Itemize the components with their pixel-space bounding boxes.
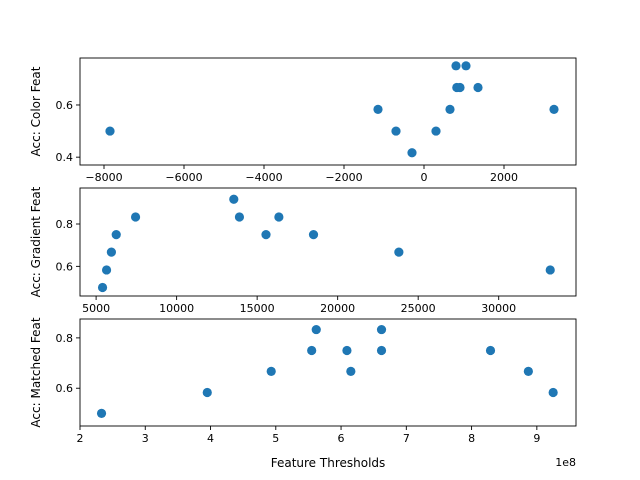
x-tick-label: 30000	[481, 302, 516, 315]
y-tick-label: 0.6	[56, 99, 74, 112]
x-tick-label: 20000	[320, 302, 355, 315]
data-point	[473, 82, 483, 93]
data-point	[311, 324, 321, 335]
scatter-points-color	[105, 61, 559, 158]
data-point	[391, 126, 401, 136]
data-point	[376, 324, 387, 335]
x-tick-label: 15000	[240, 302, 275, 315]
x-ticks-matched: 2 3 4 5 6 7 8 9	[77, 426, 540, 445]
subplot-gradient-feat: 5000 10000 15000 20000 25000 30000 0.6 0.8 Acc…	[29, 186, 577, 315]
x-tick-label: 25000	[401, 302, 436, 315]
x-tick-label: 4	[207, 432, 214, 445]
data-point	[485, 345, 496, 356]
data-point	[96, 408, 107, 419]
data-point	[451, 61, 461, 71]
x-tick-label: 5000	[82, 302, 110, 315]
data-point	[407, 148, 417, 158]
x-tick-label: 9	[533, 432, 540, 445]
y-axis-label-matched: Acc: Matched Feat	[29, 317, 43, 427]
x-tick-label: 2000	[490, 171, 518, 184]
x-tick-label: 10000	[159, 302, 194, 315]
data-point	[105, 126, 115, 136]
y-axis-label-gradient: Acc: Gradient Feat	[29, 186, 43, 297]
y-tick-label: 0.8	[56, 218, 74, 231]
data-point	[261, 229, 271, 240]
x-tick-label: 0	[421, 171, 428, 184]
data-point	[549, 104, 559, 115]
y-ticks-gradient: 0.6 0.8	[56, 218, 80, 273]
y-ticks-color: 0.4 0.6	[56, 99, 80, 164]
data-point	[545, 265, 555, 275]
data-point	[234, 212, 245, 222]
scatter-points-matched	[96, 324, 558, 419]
data-point	[308, 229, 319, 240]
data-point	[266, 366, 276, 376]
x-axis-offset-label: 1e8	[555, 456, 576, 469]
data-point	[274, 212, 284, 222]
x-tick-label: 8	[468, 432, 475, 445]
data-point	[229, 194, 239, 204]
y-tick-label: 0.6	[56, 382, 74, 395]
x-ticks-gradient: 5000 10000 15000 20000 25000 30000	[82, 296, 516, 315]
data-point	[445, 104, 455, 115]
data-point	[373, 104, 383, 115]
x-ticks-color: −8000 −6000 −4000 −2000 0 2000	[85, 165, 518, 184]
data-point	[130, 212, 141, 222]
y-tick-label: 0.4	[56, 151, 74, 164]
y-tick-label: 0.6	[56, 260, 74, 273]
data-point	[97, 282, 108, 293]
x-tick-label: −2000	[325, 171, 362, 184]
subplot-matched-feat: 2 3 4 5 6 7 8 9 0.6 0.8 Acc: Matched Feat Featur…	[29, 317, 577, 470]
data-point	[523, 366, 533, 376]
x-axis-label: Feature Thresholds	[271, 456, 386, 470]
data-point	[461, 61, 471, 71]
data-point	[106, 247, 116, 257]
y-tick-label: 0.8	[56, 332, 74, 345]
x-tick-label: −6000	[165, 171, 202, 184]
data-point	[455, 82, 465, 93]
data-point	[342, 345, 352, 356]
axes-frame-matched	[79, 318, 577, 427]
data-point	[307, 345, 317, 356]
subplot-color-feat: −8000 −6000 −4000 −2000 0 2000 0.4 0.6 Acc: Co…	[29, 57, 577, 184]
data-point	[346, 366, 356, 376]
x-tick-label: 5	[272, 432, 279, 445]
data-point	[111, 229, 121, 240]
x-tick-label: 6	[338, 432, 345, 445]
data-point	[431, 126, 441, 136]
y-ticks-matched: 0.6 0.8	[56, 332, 80, 395]
y-axis-label-color: Acc: Color Feat	[29, 66, 43, 156]
data-point	[202, 387, 212, 398]
x-tick-label: 7	[403, 432, 410, 445]
scatter-points-gradient	[97, 194, 555, 293]
x-tick-label: 3	[142, 432, 149, 445]
x-tick-label: −4000	[245, 171, 282, 184]
x-tick-label: 2	[77, 432, 84, 445]
data-point	[376, 345, 387, 356]
data-point	[101, 265, 112, 275]
x-tick-label: −8000	[85, 171, 122, 184]
axes-frame-color	[79, 57, 577, 166]
data-point	[548, 387, 558, 398]
axes-frame-gradient	[79, 187, 577, 297]
data-point	[394, 247, 404, 257]
